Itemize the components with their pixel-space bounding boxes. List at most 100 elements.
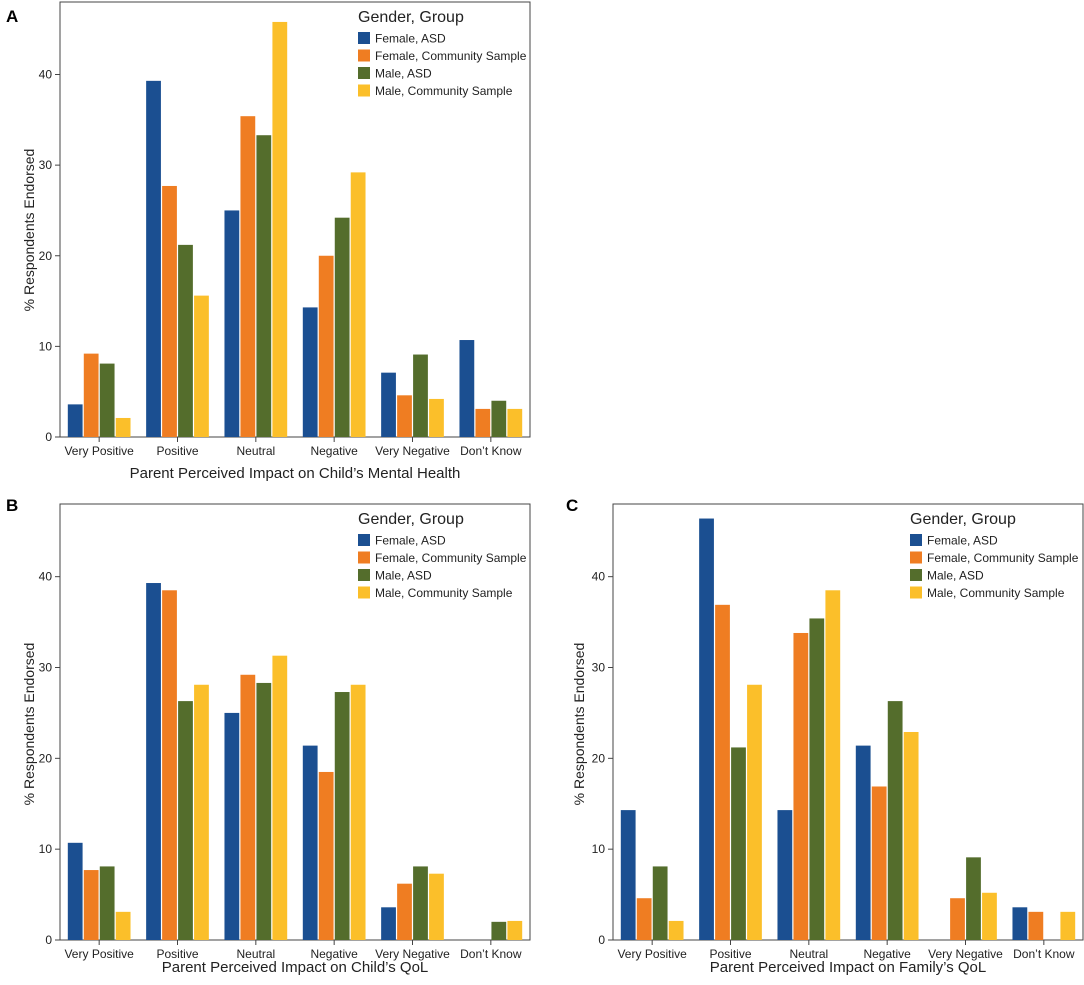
panel-b-bar-female-asd-very-positive <box>67 842 83 940</box>
panel-c-bar-male-asd-neutral <box>809 618 825 940</box>
panel-b-legend-label-male-asd: Male, ASD <box>375 569 432 583</box>
panel-c-bar-male-community-sample-very-positive <box>668 920 684 940</box>
panel-c-bar-male-community-sample-negative <box>903 731 919 940</box>
panel-b-bar-female-asd-negative <box>302 745 318 940</box>
panel-a-bar-female-asd-very-negative <box>381 372 396 437</box>
panel-b-legend-swatch-female-asd <box>358 534 370 546</box>
panel-c-legend-swatch-male-asd <box>910 569 922 581</box>
panel-a-bar-female-community-sample-neutral <box>240 116 256 437</box>
panel-c-x-tick-label: Very Negative <box>928 947 1003 961</box>
panel-a-y-tick-label: 0 <box>45 430 52 444</box>
panel-b-x-tick-label: Don’t Know <box>460 947 522 961</box>
panel-a-bar-male-community-sample-very-negative <box>429 398 444 437</box>
panel-b-bar-male-community-sample-negative <box>350 684 366 940</box>
panel-b-bar-male-asd-neutral <box>256 682 272 940</box>
panel-a-bar-female-community-sample-very-negative <box>397 395 412 437</box>
panel-b-legend-swatch-male-asd <box>358 569 370 581</box>
panel-c-y-tick-label: 20 <box>592 751 606 765</box>
panel-c-bar-male-asd-negative <box>887 701 903 940</box>
panel-a-bar-male-asd-very-positive <box>99 363 115 437</box>
panel-b-bar-male-asd-very-positive <box>99 866 115 940</box>
panel-b-bar-male-community-sample-very-positive <box>115 911 131 940</box>
panel-b-bar-female-asd-very-negative <box>381 907 396 940</box>
panel-b-bar-male-asd-very-negative <box>413 866 428 940</box>
panel-c-bar-female-community-sample-very-positive <box>636 898 652 940</box>
panel-a-legend-label-female-community-sample: Female, Community Sample <box>375 49 527 63</box>
panel-a-bar-male-asd-negative <box>334 217 350 437</box>
panel-b-x-tick-label: Neutral <box>236 947 275 961</box>
panel-c-legend-label-female-asd: Female, ASD <box>927 534 998 548</box>
panel-b-bar-male-community-sample-very-negative <box>429 873 444 940</box>
panel-b-legend-title: Gender, Group <box>358 511 464 528</box>
panel-a-legend-label-female-asd: Female, ASD <box>375 32 446 46</box>
panel-c-bar-female-asd-very-positive <box>620 810 636 940</box>
panel-b-legend-swatch-male-community-sample <box>358 586 370 599</box>
panel-b-bar-female-community-sample-very-positive <box>83 870 99 940</box>
panel-b-legend-label-female-community-sample: Female, Community Sample <box>375 551 527 565</box>
panel-c-y-axis-label: % Respondents Endorsed <box>571 643 587 806</box>
panel-a-bar-male-asd-neutral <box>256 135 272 437</box>
panel-b-y-tick-label: 30 <box>39 661 53 675</box>
panel-c-legend-swatch-female-asd <box>910 534 922 546</box>
panel-c-legend-swatch-male-community-sample <box>910 586 922 599</box>
panel-c-x-tick-label: Positive <box>709 947 751 961</box>
panel-c-x-axis-label: Parent Perceived Impact on Family’s QoL <box>710 959 987 976</box>
panel-b-bar-female-asd-neutral <box>224 712 240 940</box>
panel-b-legend-label-female-asd: Female, ASD <box>375 534 446 548</box>
panel-a-x-tick-label: Don’t Know <box>460 444 522 458</box>
panel-c-legend-swatch-female-community-sample <box>910 551 922 564</box>
panel-b-x-tick-label: Very Negative <box>375 947 450 961</box>
panel-a-legend-swatch-female-asd <box>358 32 370 44</box>
panel-b-x-tick-label: Positive <box>156 947 198 961</box>
panel-c-bar-female-community-sample-don-t-know <box>1028 911 1044 940</box>
panel-c-x-tick-label: Negative <box>863 947 911 961</box>
panel-c-bar-male-asd-very-positive <box>652 866 668 940</box>
panel-b-x-tick-label: Negative <box>310 947 358 961</box>
panel-c-plot-frame <box>612 503 1084 941</box>
panel-a-bar-female-community-sample-don-t-know <box>475 408 491 437</box>
panel-c-bar-female-asd-negative <box>855 745 871 940</box>
panel-c-y-tick-label: 0 <box>598 933 605 947</box>
panel-a-bar-female-asd-positive <box>146 80 161 437</box>
panel-a-x-tick-label: Neutral <box>236 444 275 458</box>
panel-c-legend-label-male-community-sample: Male, Community Sample <box>927 586 1065 600</box>
panel-a-x-axis-label: Parent Perceived Impact on Child’s Menta… <box>130 465 461 482</box>
panel-b-x-tick-label: Very Positive <box>64 947 134 961</box>
panel-a-bar-male-asd-positive <box>178 244 193 437</box>
panel-b-y-tick-label: 40 <box>39 570 53 584</box>
panel-c-legend-label-female-community-sample: Female, Community Sample <box>927 551 1079 565</box>
panel-b-y-axis-label: % Respondents Endorsed <box>21 643 37 806</box>
panel-a-y-axis-label: % Respondents Endorsed <box>21 149 37 312</box>
panel-b-bar-male-asd-negative <box>334 692 350 940</box>
panel-a-bar-male-community-sample-positive <box>194 295 209 437</box>
panel-a-legend-swatch-male-asd <box>358 67 370 79</box>
panel-b-bar-female-community-sample-very-negative <box>397 883 412 940</box>
panel-a-bar-male-community-sample-very-positive <box>115 417 131 437</box>
panel-b-plot-frame <box>59 503 531 941</box>
panel-b-bar-male-asd-don-t-know <box>491 921 507 940</box>
panel-b-bar-male-community-sample-neutral <box>272 655 288 940</box>
panel-b-x-axis-label: Parent Perceived Impact on Child’s QoL <box>162 959 429 976</box>
panel-b-bar-female-community-sample-negative <box>318 771 334 940</box>
panel-a-y-tick-label: 20 <box>39 249 53 263</box>
panel-c-bar-male-asd-very-negative <box>966 857 981 940</box>
panel-a-bar-male-asd-very-negative <box>413 354 428 437</box>
panel-b-y-tick-label: 10 <box>39 842 53 856</box>
panel-a-plot-frame <box>59 1 531 438</box>
panel-a-legend-swatch-male-community-sample <box>358 84 370 97</box>
panel-letter-c: C <box>566 496 578 515</box>
panel-a-x-tick-label: Very Negative <box>375 444 450 458</box>
panel-letter-b: B <box>6 496 18 515</box>
panel-b-y-tick-label: 0 <box>45 933 52 947</box>
panel-b: B % Respondents Endorsed Parent Perceive… <box>6 496 531 976</box>
panel-b-bar-male-asd-positive <box>178 701 193 940</box>
panel-c: C % Respondents Endorsed Parent Perceive… <box>566 496 1084 976</box>
panel-c-legend-label-male-asd: Male, ASD <box>927 569 984 583</box>
panel-a-legend-label-male-asd: Male, ASD <box>375 67 432 81</box>
panel-c-bar-female-asd-positive <box>699 518 714 940</box>
panel-a-y-tick-label: 30 <box>39 158 53 172</box>
panel-c-bar-female-community-sample-very-negative <box>950 898 965 940</box>
panel-a-x-tick-label: Positive <box>156 444 198 458</box>
panel-b-bar-male-community-sample-positive <box>194 684 209 940</box>
panel-b-bar-female-asd-positive <box>146 583 161 940</box>
